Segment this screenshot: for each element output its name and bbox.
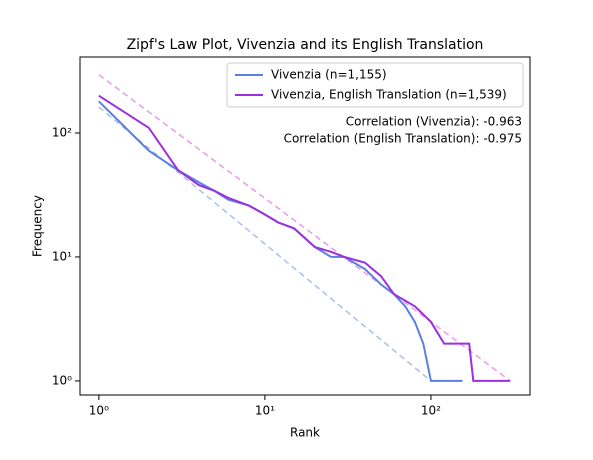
y-tick-label: 10²	[52, 125, 72, 139]
fit-line	[98, 74, 511, 382]
annotation: Correlation (Vivenzia): -0.963	[346, 115, 522, 129]
y-tick-label: 10⁰	[52, 373, 72, 387]
plot-frame	[79, 56, 531, 396]
x-tick-label: 10¹	[255, 404, 275, 418]
y-tick-label: 10¹	[52, 249, 72, 263]
x-tick-label: 10⁰	[89, 404, 109, 418]
fit-line	[98, 106, 432, 382]
chart-title: Zipf's Law Plot, Vivenzia and its Englis…	[127, 37, 484, 53]
legend-label: Vivenzia (n=1,155)	[271, 68, 387, 82]
legend-label: Vivenzia, English Translation (n=1,539)	[271, 88, 507, 102]
x-axis-label: Rank	[290, 426, 320, 440]
legend-box	[226, 62, 524, 108]
annotation: Correlation (English Translation): -0.97…	[284, 132, 522, 146]
x-tick-label: 10²	[421, 404, 441, 418]
y-axis-label: Frequency	[31, 195, 45, 257]
series-line	[98, 94, 511, 382]
